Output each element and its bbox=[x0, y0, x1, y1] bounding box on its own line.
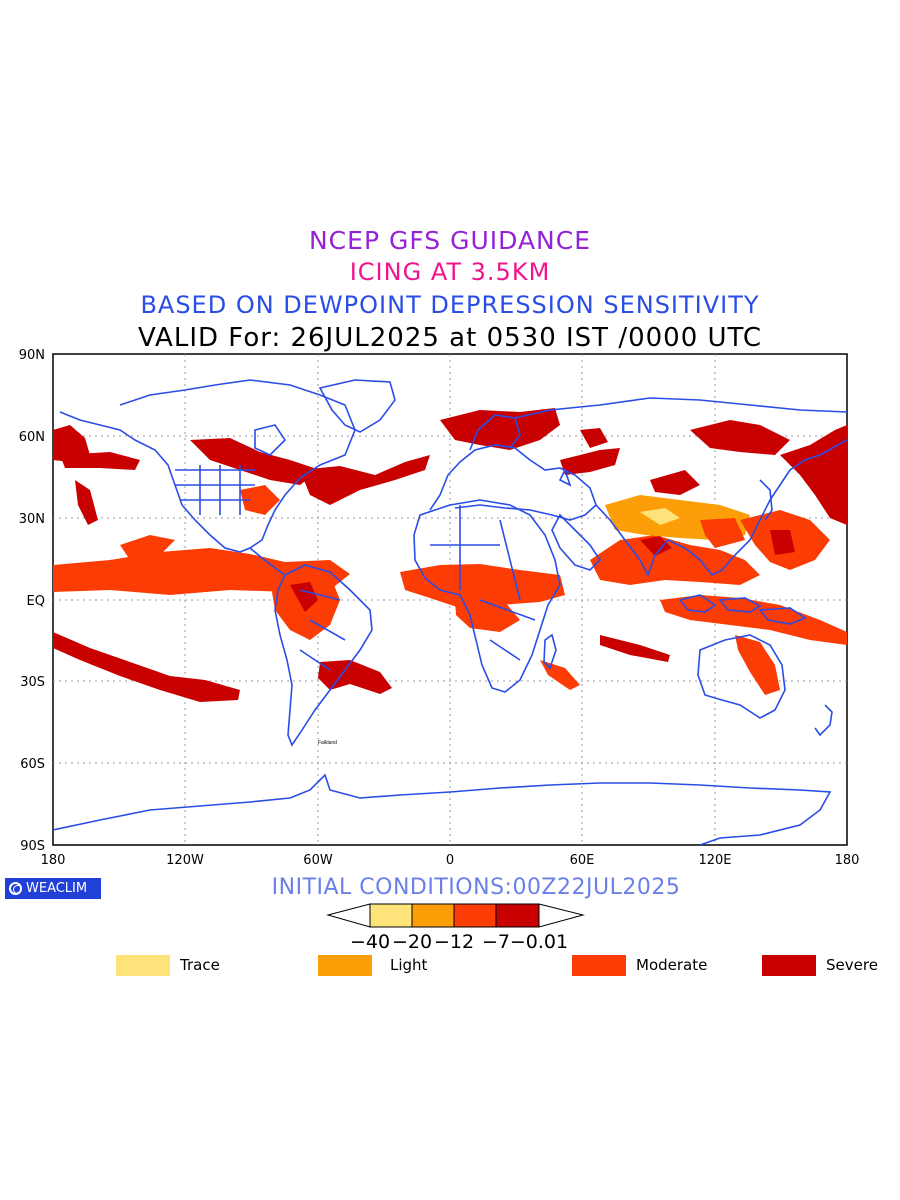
coastlines bbox=[53, 379, 847, 845]
map-subtitle-level: ICING AT 3.5KM bbox=[349, 258, 551, 286]
colorbar-severe bbox=[495, 903, 540, 928]
legend-swatch-moderate bbox=[572, 955, 626, 976]
lon-label-180w: 180 bbox=[41, 853, 66, 868]
map-title: NCEP GFS GUIDANCE bbox=[308, 226, 591, 255]
lat-label-60s: 60S bbox=[20, 757, 45, 772]
legend-swatch-severe bbox=[762, 955, 816, 976]
lon-label-60e: 60E bbox=[570, 853, 595, 868]
colorbar-tick-minus40: −40 bbox=[350, 931, 390, 953]
colorbar-high-arrow bbox=[538, 903, 585, 928]
colorbar-tick-minus12: −12 bbox=[434, 931, 474, 953]
lat-label-90n: 90N bbox=[19, 348, 45, 363]
longitude-labels: 180 120W 60W 0 60E 120E 180 bbox=[41, 853, 860, 868]
station-label-falkland: Falkland bbox=[318, 740, 337, 746]
legend-label-moderate: Moderate bbox=[636, 956, 708, 974]
weaclim-logo-icon bbox=[9, 882, 22, 895]
colorbar-tick-minus7: −7 bbox=[482, 931, 510, 953]
lon-label-120e: 120E bbox=[698, 853, 731, 868]
lat-label-30n: 30N bbox=[19, 512, 45, 527]
legend-label-severe: Severe bbox=[826, 956, 878, 974]
valid-time: VALID For: 26JUL2025 at 0530 IST /0000 U… bbox=[137, 323, 763, 353]
lat-label-90s: 90S bbox=[20, 839, 45, 854]
initial-conditions: INITIAL CONDITIONS:00Z22JUL2025 bbox=[271, 875, 681, 900]
latitude-labels: 90N 60N 30N EQ 30S 60S 90S bbox=[19, 348, 45, 854]
lat-label-eq: EQ bbox=[27, 594, 45, 609]
weaclim-badge: WEACLIM bbox=[5, 878, 101, 899]
lon-label-180e: 180 bbox=[835, 853, 860, 868]
legend-swatch-light bbox=[318, 955, 372, 976]
legend-swatch-trace bbox=[116, 955, 170, 976]
lat-label-60n: 60N bbox=[19, 430, 45, 445]
colorbar-tick-minus001: −0.01 bbox=[510, 931, 568, 953]
legend-label-trace: Trace bbox=[180, 956, 220, 974]
lon-label-120w: 120W bbox=[166, 853, 204, 868]
lon-label-0: 0 bbox=[446, 853, 454, 868]
colorbar-ticks: −40 −20 −12 −7 −0.01 bbox=[350, 931, 568, 953]
legend-label-light: Light bbox=[390, 956, 428, 974]
colorbar bbox=[326, 903, 585, 928]
lon-label-60w: 60W bbox=[303, 853, 333, 868]
colorbar-trace bbox=[369, 903, 413, 928]
colorbar-light bbox=[411, 903, 455, 928]
colorbar-tick-minus20: −20 bbox=[392, 931, 432, 953]
colorbar-moderate bbox=[453, 903, 497, 928]
colorbar-low-arrow bbox=[326, 903, 371, 928]
lat-label-30s: 30S bbox=[20, 675, 45, 690]
map-subtitle-method: BASED ON DEWPOINT DEPRESSION SENSITIVITY bbox=[140, 291, 760, 319]
weaclim-text: WEACLIM bbox=[26, 881, 88, 896]
